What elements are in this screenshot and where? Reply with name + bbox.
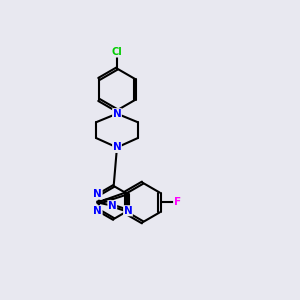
Text: N: N — [112, 109, 122, 119]
Text: N: N — [124, 206, 132, 216]
Text: N: N — [108, 201, 117, 211]
Text: N: N — [112, 142, 122, 152]
Text: Cl: Cl — [112, 47, 122, 57]
Text: N: N — [93, 189, 102, 199]
Text: F: F — [174, 197, 181, 208]
Text: N: N — [93, 206, 102, 216]
